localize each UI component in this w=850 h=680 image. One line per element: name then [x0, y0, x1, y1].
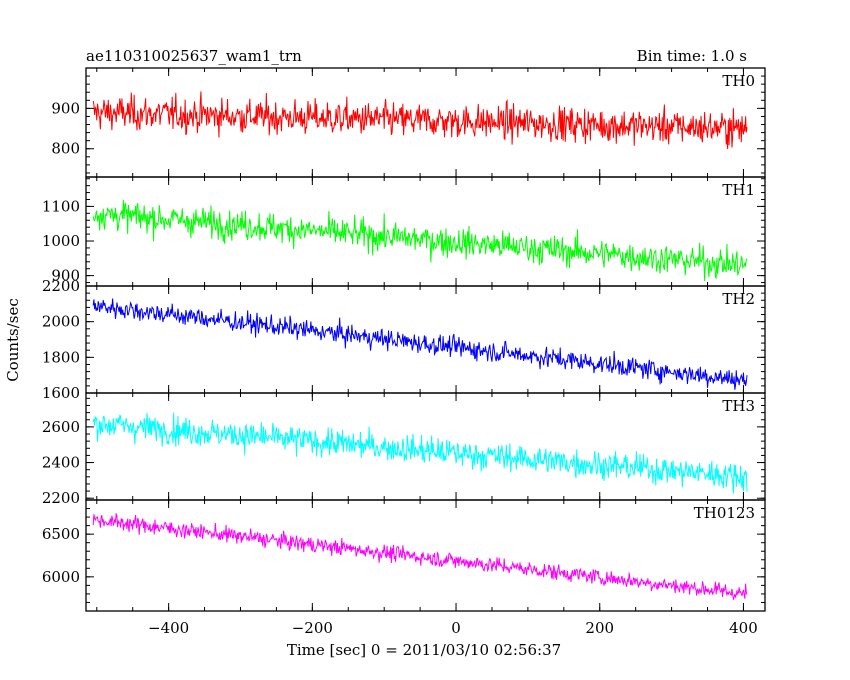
y-tick-label: 2600: [42, 418, 80, 436]
panel-label-th2: TH2: [722, 290, 755, 308]
chart-title-right: Bin time: 1.0 s: [637, 47, 747, 65]
y-axis-label: Counts/sec: [4, 298, 22, 382]
chart-title-left: ae110310025637_wam1_trn: [86, 47, 302, 65]
series-line-th1: [92, 199, 748, 282]
x-axis: −400 −200 0 200 400: [148, 619, 758, 637]
x-tick-label: 200: [585, 619, 614, 637]
x-tick-label: 400: [729, 619, 758, 637]
x-tick-label: 0: [451, 619, 461, 637]
y-tick-label: 2200: [42, 489, 80, 507]
y-tick-label: 2000: [42, 313, 80, 331]
y-tick-label: 6000: [42, 568, 80, 586]
panel-frame: [85, 499, 766, 612]
x-axis-label: Time [sec] 0 = 2011/03/10 02:56:37: [287, 641, 561, 659]
y-tick-label: 1600: [42, 384, 80, 402]
y-tick-label: 1100: [42, 197, 80, 215]
panel-label-th3: TH3: [722, 397, 755, 415]
x-tick-label: −200: [292, 619, 333, 637]
series-line-th0123: [92, 513, 748, 600]
series-line-th0: [92, 91, 748, 150]
y-tick-label: 1800: [42, 348, 80, 366]
panels: 800 900 TH0 900 1000 1100 TH1 1600 1800 2000 2200 T…: [42, 67, 766, 612]
panel-label-th1: TH1: [722, 181, 755, 199]
panel-th0: 800 900 TH0: [51, 67, 766, 178]
y-tick-label: 1000: [42, 232, 80, 250]
series-line-th2: [92, 298, 748, 390]
panel-th2: 1600 1800 2000 2200 TH2: [42, 277, 766, 402]
panel-th3: 2200 2400 2600 TH3: [42, 392, 766, 507]
x-tick-label: −400: [148, 619, 189, 637]
y-tick-label: 900: [51, 99, 80, 117]
y-tick-label: 6500: [42, 525, 80, 543]
panel-label-th0123: TH0123: [694, 504, 755, 522]
y-tick-label: 2400: [42, 454, 80, 472]
y-tick-label: 2200: [42, 277, 80, 295]
panel-th1: 900 1000 1100 TH1: [42, 176, 766, 287]
series-line-th3: [92, 412, 748, 494]
panel-th0123: 6000 6500 TH0123: [42, 499, 766, 612]
y-tick-label: 900: [51, 267, 80, 285]
panel-label-th0: TH0: [722, 72, 755, 90]
panel-frame: [85, 392, 766, 501]
y-tick-label: 800: [51, 140, 80, 158]
